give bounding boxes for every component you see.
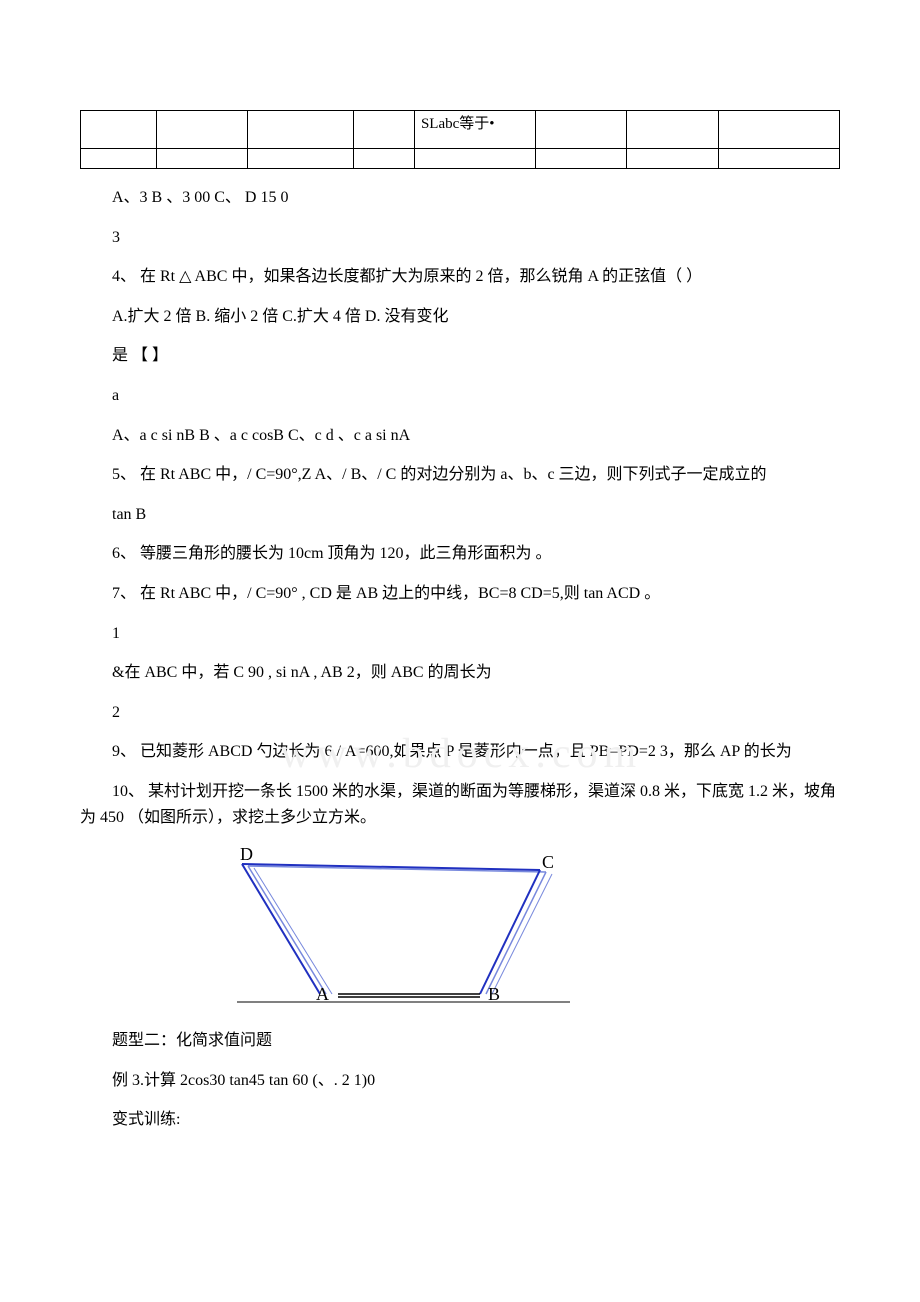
- text-line: 题型二：化简求值问题: [80, 1028, 840, 1054]
- table-cell: [536, 149, 627, 169]
- table-cell: [81, 111, 157, 149]
- text-line: 例 3.计算 2cos30 tan45 tan 60 (、. 2 1)0: [80, 1068, 840, 1094]
- text-line: A、3 B 、3 00 C、 D 15 0: [80, 185, 840, 211]
- table-cell: [354, 149, 415, 169]
- text-line: 1: [80, 621, 840, 647]
- table-cell: [536, 111, 627, 149]
- svg-text:D: D: [240, 844, 253, 864]
- text-line: 是 【 】: [80, 343, 840, 369]
- data-table: SLabc等于•: [80, 110, 840, 169]
- table-cell: [156, 111, 247, 149]
- text-line: a: [80, 383, 840, 409]
- table-cell: [354, 111, 415, 149]
- table-cell: [81, 149, 157, 169]
- text-line: A.扩大 2 倍 B. 缩小 2 倍 C.扩大 4 倍 D. 没有变化: [80, 304, 840, 330]
- trapezoid-svg: D C A B: [170, 844, 600, 1014]
- svg-text:C: C: [542, 852, 554, 872]
- table-cell: [247, 111, 353, 149]
- table-cell: [718, 149, 839, 169]
- svg-text:B: B: [488, 984, 500, 1004]
- text-line: &在 ABC 中，若 C 90 , si nA , AB 2，则 ABC 的周长…: [80, 660, 840, 686]
- table-cell: [414, 149, 535, 169]
- text-line: 5、 在 Rt ABC 中，/ C=90°,Z A、/ B、/ C 的对边分别为…: [80, 462, 840, 488]
- text-line: tan B: [80, 502, 840, 528]
- table-cell: SLabc等于•: [414, 111, 535, 149]
- text-line: 10、 某村计划开挖一条长 1500 米的水渠，渠道的断面为等腰梯形，渠道深 0…: [80, 779, 840, 830]
- text-line: 4、 在 Rt △ ABC 中，如果各边长度都扩大为原来的 2 倍，那么锐角 A…: [80, 264, 840, 290]
- svg-text:A: A: [316, 984, 329, 1004]
- table-cell: [627, 111, 718, 149]
- text-line: A、a c si nB B 、a c cosB C、c d 、c a si nA: [80, 423, 840, 449]
- table-cell: [718, 111, 839, 149]
- text-line: 6、 等腰三角形的腰长为 10cm 顶角为 120，此三角形面积为 。: [80, 541, 840, 567]
- table-cell: [156, 149, 247, 169]
- text-line: 3: [80, 225, 840, 251]
- text-line: 2: [80, 700, 840, 726]
- text-line: 9、 已知菱形 ABCD 勺边长为 6,/ A=600,如果点 P 是菱形内一点…: [80, 739, 840, 765]
- text-line: 7、 在 Rt ABC 中，/ C=90° , CD 是 AB 边上的中线，BC…: [80, 581, 840, 607]
- trapezoid-diagram: D C A B: [170, 844, 840, 1014]
- table-cell: [627, 149, 718, 169]
- table-cell: [247, 149, 353, 169]
- text-line: 变式训练:: [80, 1107, 840, 1133]
